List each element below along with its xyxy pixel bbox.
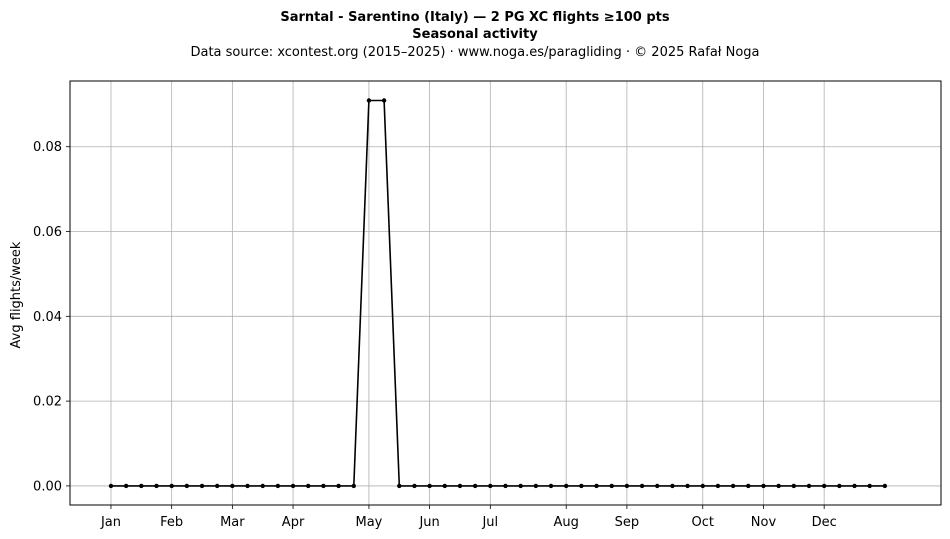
x-axis: Jan Feb Mar Apr May Jun Jul Aug Sep Oct Nov Dec: [100, 505, 837, 530]
data-point: [837, 483, 842, 489]
x-tick-label: Sep: [615, 515, 640, 530]
x-tick-label: Aug: [554, 515, 579, 530]
data-point: [746, 483, 751, 489]
data-point: [442, 483, 448, 489]
x-tick-label: Oct: [692, 515, 714, 530]
data-point: [397, 483, 402, 489]
data-point: [290, 483, 296, 489]
data-point: [108, 483, 114, 489]
y-tick-label: 0.00: [33, 479, 62, 494]
data-point: [670, 483, 675, 489]
data-point: [867, 483, 872, 489]
data-point: [730, 483, 736, 489]
y-tick-label: 0.08: [33, 140, 62, 155]
data-point: [412, 483, 417, 489]
data-point: [351, 483, 356, 489]
data-point: [594, 483, 599, 489]
data-point: [761, 483, 766, 489]
data-point: [624, 483, 630, 489]
data-point: [306, 483, 311, 489]
data-point: [503, 483, 508, 489]
data-point: [579, 483, 584, 489]
data-point: [533, 483, 539, 489]
x-tick-label: Feb: [160, 515, 183, 530]
series-line: [111, 99, 885, 487]
chart-source-line: Data source: xcontest.org (2015–2025) · …: [190, 45, 759, 60]
y-axis-label: Avg flights/week: [9, 241, 24, 348]
data-point: [381, 98, 387, 103]
data-point: [563, 483, 569, 489]
y-tick-label: 0.04: [33, 310, 62, 325]
data-point: [821, 483, 827, 489]
data-point: [655, 483, 660, 489]
data-point: [806, 483, 812, 489]
x-tick-label: Jun: [418, 515, 439, 530]
data-point: [214, 483, 220, 489]
data-point: [139, 483, 144, 489]
data-point: [123, 483, 129, 489]
data-point: [685, 483, 690, 489]
x-tick-label: Apr: [282, 515, 305, 530]
chart-subtitle: Seasonal activity: [412, 27, 538, 42]
data-point: [776, 483, 781, 489]
data-point: [184, 483, 190, 489]
x-tick-label: Jul: [481, 515, 498, 530]
y-tick-label: 0.06: [33, 225, 62, 240]
data-point: [791, 483, 797, 489]
y-axis: 0.00 0.02 0.04 0.06 0.08: [33, 140, 70, 494]
data-point: [245, 483, 250, 489]
data-point: [275, 483, 281, 489]
data-point: [154, 483, 159, 489]
series-group: [108, 98, 888, 489]
x-tick-label: Mar: [220, 515, 245, 530]
data-point: [321, 483, 326, 489]
x-tick-label: Jan: [100, 515, 121, 530]
data-point: [852, 483, 857, 489]
data-point: [715, 483, 721, 489]
data-point: [882, 483, 888, 489]
data-point: [700, 483, 705, 489]
data-point: [488, 483, 493, 489]
plot-frame: [69, 80, 942, 506]
x-tick-label: May: [355, 515, 382, 530]
data-point: [548, 483, 554, 489]
data-point: [169, 483, 174, 489]
y-tick-label: 0.02: [33, 395, 62, 410]
data-point: [199, 483, 205, 489]
x-tick-label: Dec: [812, 515, 837, 530]
data-point: [518, 483, 523, 489]
grid: [70, 81, 941, 505]
data-point: [260, 483, 265, 489]
chart-title: Sarntal - Sarentino (Italy) — 2 PG XC fl…: [280, 10, 670, 25]
data-point: [366, 98, 372, 103]
data-point: [457, 483, 463, 489]
data-point: [609, 483, 614, 489]
data-point: [639, 483, 645, 489]
data-point: [336, 483, 341, 489]
x-tick-label: Nov: [751, 515, 777, 530]
data-point: [230, 483, 235, 489]
data-point: [427, 483, 432, 489]
data-point: [472, 483, 478, 489]
